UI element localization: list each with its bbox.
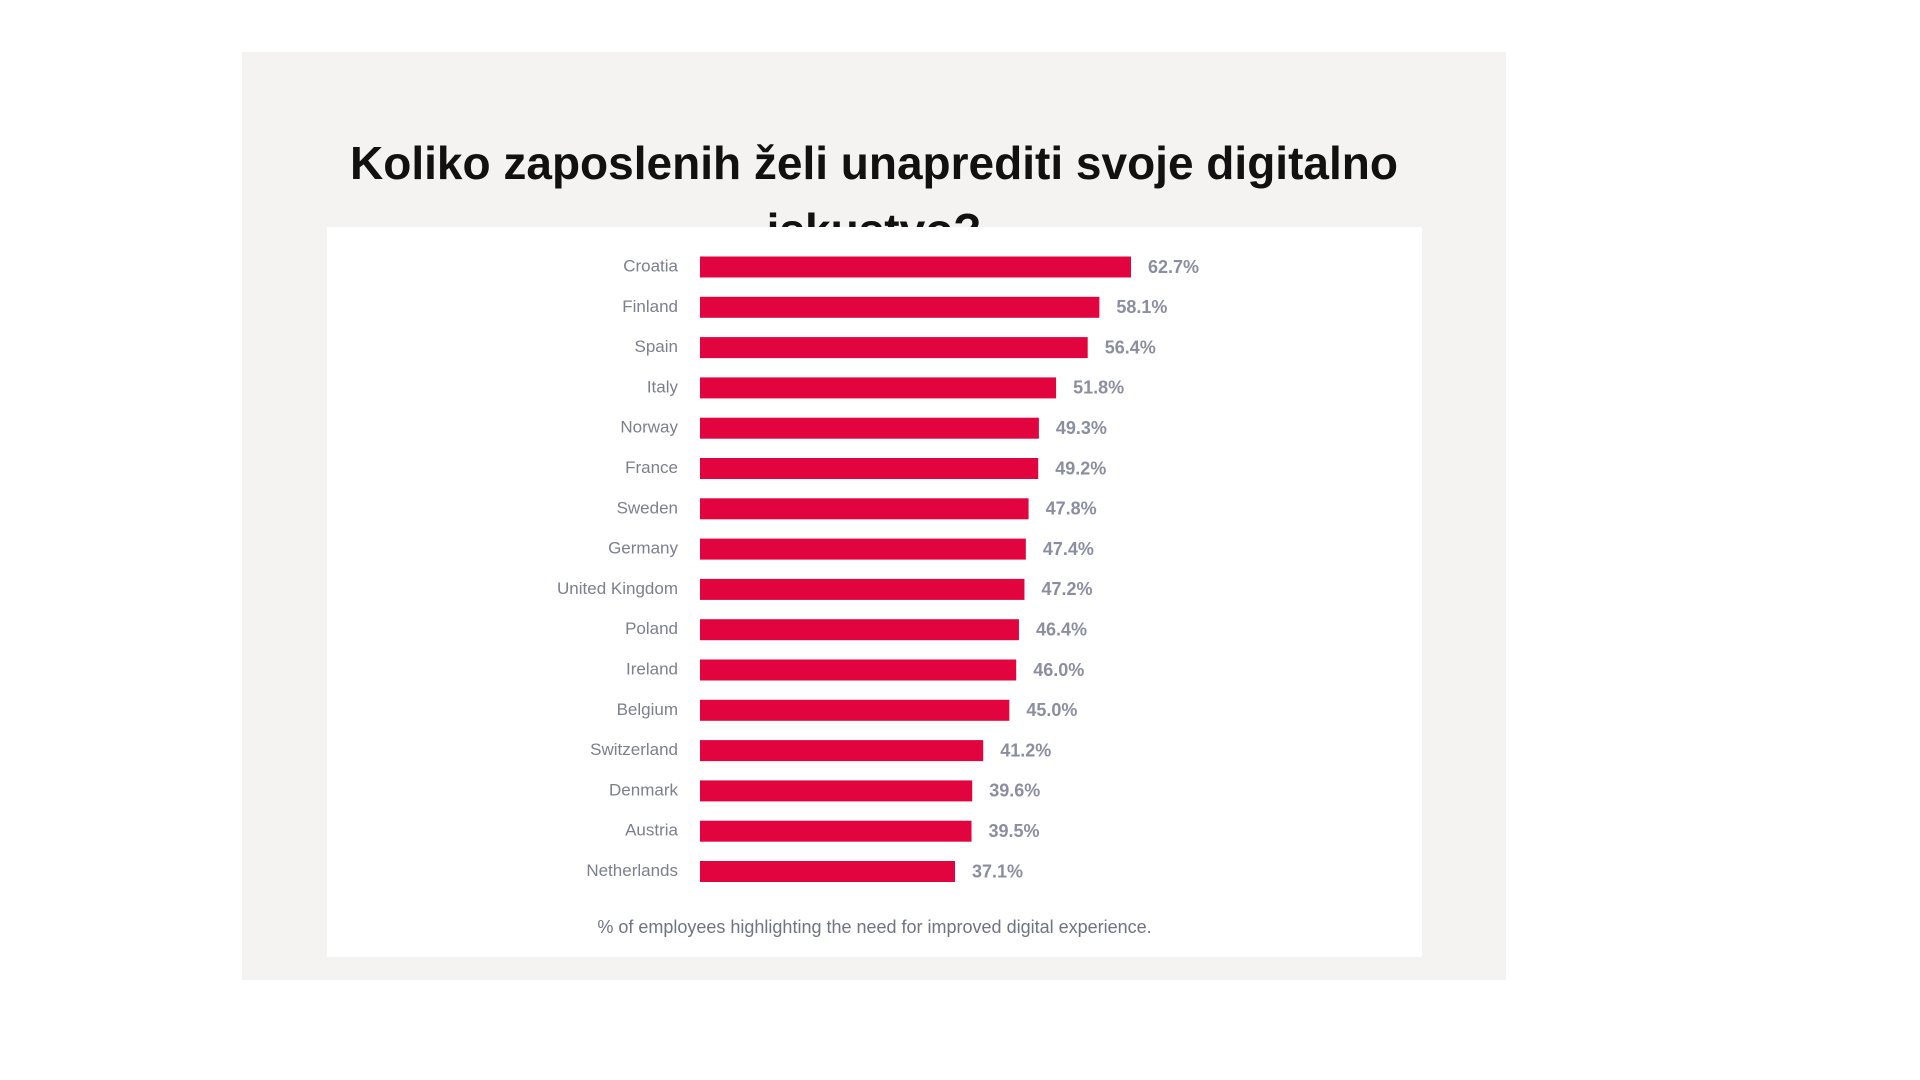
bar	[700, 740, 984, 762]
category-label: Denmark	[609, 780, 678, 799]
value-label: 47.2%	[1041, 579, 1092, 599]
chart-title-line-1: Koliko zaposlenih želi unaprediti svoje …	[350, 137, 1398, 189]
bar	[700, 538, 1026, 560]
value-label: 39.6%	[989, 781, 1040, 801]
value-label: 56.4%	[1105, 337, 1156, 357]
value-label: 46.4%	[1036, 619, 1087, 639]
category-label: Croatia	[623, 256, 678, 275]
category-label: France	[625, 458, 678, 477]
bar	[700, 256, 1131, 278]
bar	[700, 659, 1017, 681]
value-label: 39.5%	[989, 821, 1040, 841]
bar	[700, 699, 1010, 721]
category-label: Switzerland	[590, 740, 678, 759]
bar-chart: Croatia 62.7% Finland 58.1% Spain 56.4% Italy 5…	[557, 256, 1199, 882]
category-label: Netherlands	[586, 861, 678, 880]
category-label: Spain	[635, 337, 678, 356]
bar	[700, 417, 1039, 439]
value-label: 47.4%	[1043, 539, 1094, 559]
bar	[700, 578, 1025, 600]
value-label: 51.8%	[1073, 378, 1124, 398]
value-label: 37.1%	[972, 861, 1023, 881]
chart-footnote: % of employees highlighting the need for…	[597, 917, 1152, 937]
bar	[700, 498, 1029, 520]
category-label: Poland	[625, 619, 678, 638]
category-label: Belgium	[617, 700, 678, 719]
bar	[700, 619, 1019, 641]
value-label: 49.3%	[1056, 418, 1107, 438]
bar	[700, 337, 1088, 359]
bar	[700, 820, 972, 842]
bar	[700, 296, 1100, 318]
category-label: United Kingdom	[557, 579, 678, 598]
bar	[700, 861, 956, 882]
value-label: 46.0%	[1033, 660, 1084, 680]
chart-card: Koliko zaposlenih želi unaprediti svoje …	[242, 52, 1506, 980]
value-label: 62.7%	[1148, 257, 1199, 277]
category-label: Ireland	[626, 659, 678, 678]
value-label: 47.8%	[1046, 499, 1097, 519]
category-label: Sweden	[617, 498, 678, 517]
value-label: 49.2%	[1055, 458, 1106, 478]
bar	[700, 458, 1039, 479]
value-label: 58.1%	[1116, 297, 1167, 317]
chart-panel: Croatia 62.7% Finland 58.1% Spain 56.4% Italy 5…	[327, 227, 1422, 957]
value-label: 41.2%	[1000, 740, 1051, 760]
bar	[700, 377, 1057, 399]
category-label: Austria	[625, 821, 678, 840]
category-label: Italy	[647, 377, 679, 396]
category-label: Finland	[622, 297, 678, 316]
category-label: Germany	[608, 539, 678, 558]
bar	[700, 780, 973, 802]
category-label: Norway	[620, 418, 678, 437]
value-label: 45.0%	[1026, 700, 1077, 720]
